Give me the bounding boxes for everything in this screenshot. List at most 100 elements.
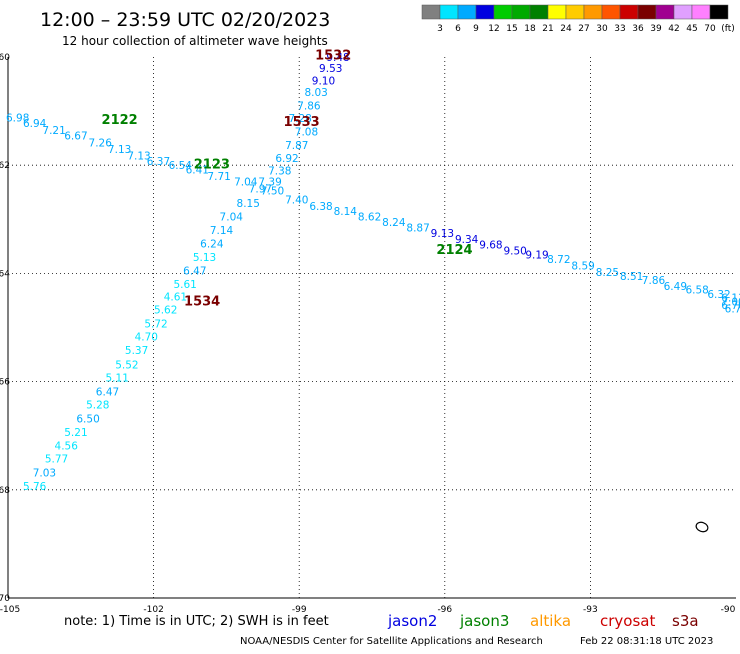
wave-height-label: 7.14 [210, 225, 234, 237]
legend-swatch [655, 4, 675, 20]
wave-height-label: 6.58 [685, 285, 708, 297]
x-tick-label: -96 [437, 605, 452, 615]
wave-height-label: 8.59 [571, 260, 594, 272]
wave-height-label: 7.86 [642, 275, 666, 287]
wave-height-label: 9.13 [431, 228, 454, 240]
legend-label: 70 [704, 24, 716, 34]
y-tick-label: -62 [0, 161, 10, 171]
legend-swatch [511, 4, 531, 20]
x-tick-label: -93 [583, 605, 598, 615]
legend-label: 33 [614, 24, 625, 34]
wave-height-label: 8.87 [406, 222, 429, 234]
wave-height-label: 5.21 [64, 427, 87, 439]
wave-height-label: 5.72 [144, 319, 167, 331]
mission-name-cryosat: cryosat [600, 612, 655, 630]
pass-number-label: 2122 [102, 113, 138, 128]
wave-height-label: 9.48 [326, 52, 349, 64]
wave-height-label: 8.24 [382, 217, 406, 229]
y-tick-label: -60 [0, 53, 10, 63]
wave-height-label: 7.03 [33, 467, 56, 479]
pass-number-label: 1534 [184, 294, 220, 309]
wave-height-label: 7.08 [295, 127, 318, 139]
wave-height-label: 6.7 [725, 304, 740, 316]
wave-height-label: 7.71 [207, 171, 230, 183]
wave-height-label: 4.70 [135, 332, 158, 344]
y-tick-label: -64 [0, 269, 10, 279]
wave-height-label: 9.53 [319, 63, 342, 75]
legend-label: 6 [455, 24, 461, 34]
wave-height-label: 7.39 [258, 176, 281, 188]
wave-height-label: 5.62 [154, 305, 177, 317]
wave-height-label: 9.10 [312, 75, 335, 87]
legend-label: 27 [578, 24, 589, 34]
legend-swatch [601, 4, 621, 20]
wave-height-label: 6.49 [664, 281, 687, 293]
legend-label: 30 [596, 24, 608, 34]
satellite-pass-labels: 2122 2123 2124 1532 1533 1534 [102, 48, 473, 309]
wave-height-label: 5.77 [45, 453, 68, 465]
legend-label: 18 [524, 24, 536, 34]
wave-height-label: 7.97 [249, 183, 272, 195]
legend-swatch [691, 4, 711, 20]
wave-height-label: 6.32 [707, 289, 730, 301]
y-tick-label: -66 [0, 378, 10, 388]
plot-frame [7, 57, 736, 599]
wave-height-label: 9.34 [455, 234, 479, 246]
wave-height-label: 6.54 [169, 160, 193, 172]
legend-label: 45 [686, 24, 697, 34]
legend-swatch [457, 4, 477, 20]
x-tick-label: -102 [143, 605, 163, 615]
wave-height-label: 7.13 [108, 144, 131, 156]
x-tick-label: -99 [292, 605, 307, 615]
footer-note: note: 1) Time is in UTC; 2) SWH is in fe… [64, 614, 329, 629]
wave-height-label: 7.86 [297, 101, 321, 113]
legend-label: 39 [650, 24, 662, 34]
legend-swatch [583, 4, 603, 20]
wave-height-label: 5.13 [193, 252, 216, 264]
wave-height-label: 6.24 [200, 239, 224, 251]
wave-height-label: 9.19 [525, 249, 548, 261]
wave-height-label: 7.13 [127, 150, 150, 162]
credit-text: NOAA/NESDIS Center for Satellite Applica… [240, 636, 543, 647]
wave-height-label: 7.04 [220, 212, 244, 224]
legend-swatch [637, 4, 657, 20]
wave-height-label: 6.92 [275, 153, 298, 165]
wave-height-label: 7.28 [288, 113, 311, 125]
mission-name-s3a: s3a [672, 612, 699, 630]
axis-tick-labels: -105 -102 -99 -96 -93 -90 -60 -62 -64 -66 -68 -70 [0, 53, 736, 615]
wave-height-label: 8.03 [304, 87, 327, 99]
legend-swatch [565, 4, 585, 20]
island-outline [695, 521, 709, 533]
color-legend: 3 6 9 12 15 18 21 24 27 30 33 36 39 42 45 70 (ft) [421, 4, 735, 34]
legend-swatch [421, 4, 441, 20]
wave-height-label: 5.76 [23, 481, 47, 493]
legend-swatch [475, 4, 495, 20]
legend-label: 12 [488, 24, 499, 34]
map-title: 12:00 – 23:59 UTC 02/20/2023 [40, 9, 330, 31]
legend-label: 9 [473, 24, 479, 34]
wave-height-label: 7.04 [234, 176, 258, 188]
mission-legend: jason2 jason3 altika cryosat s3a [387, 612, 699, 630]
legend-label: 42 [668, 24, 679, 34]
wave-height-label: 6.98 [6, 113, 29, 125]
wave-height-label: 8.15 [237, 198, 260, 210]
timestamp-text: Feb 22 08:31:18 UTC 2023 [580, 636, 713, 647]
wave-height-label: 7.00 [721, 297, 740, 309]
legend-label: 3 [437, 24, 443, 34]
wave-height-label: 5.37 [125, 345, 148, 357]
wave-height-label: 8.51 [620, 271, 643, 283]
legend-swatch [529, 4, 549, 20]
legend-swatch [547, 4, 567, 20]
wave-height-label: 6.67 [64, 130, 87, 142]
wave-height-label: 4.61 [164, 292, 187, 304]
mission-name-jason3: jason3 [459, 612, 509, 630]
pass-number-label: 2123 [194, 158, 230, 173]
wave-height-label: 7.50 [261, 186, 284, 198]
wave-height-label: 6.41 [186, 165, 209, 177]
wave-height-label: 8.25 [596, 267, 619, 279]
x-tick-label: -105 [0, 605, 20, 615]
wave-height-label: 6.76 [721, 300, 740, 312]
wave-height-label: 6.11 [721, 293, 740, 305]
wave-height-label: 6.37 [147, 156, 170, 168]
